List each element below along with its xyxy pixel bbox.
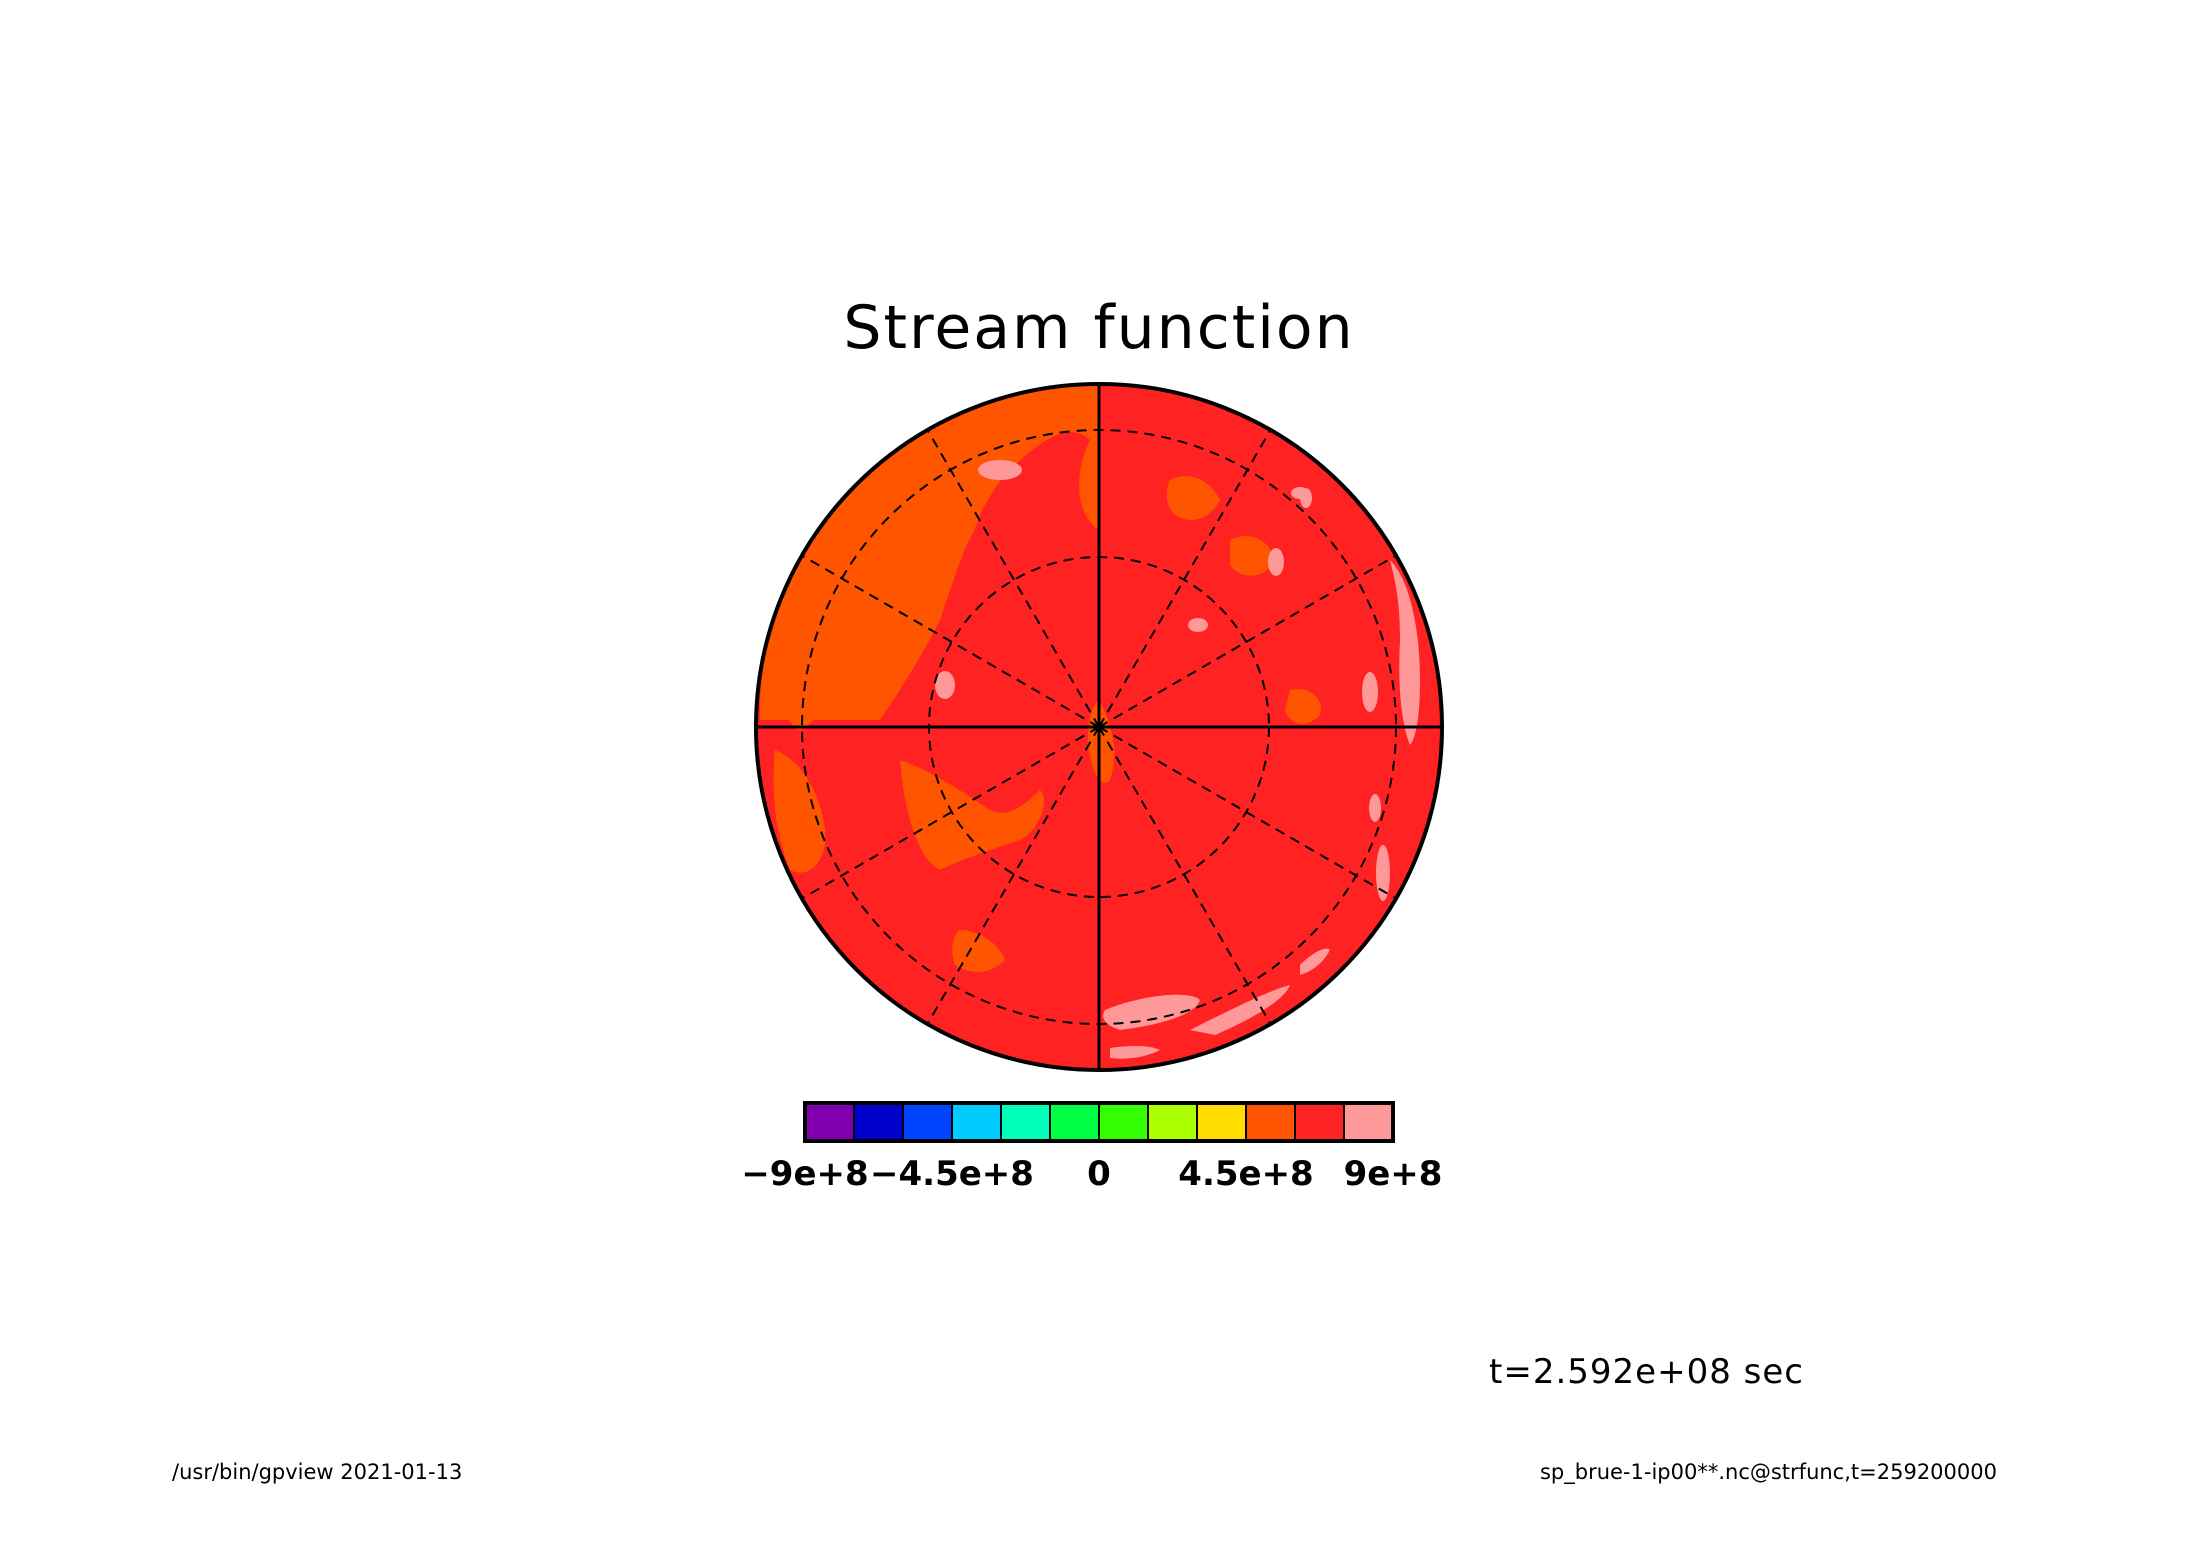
colorbar-segment (804, 1102, 855, 1142)
footer-left: /usr/bin/gpview 2021-01-13 (172, 1460, 462, 1484)
colorbar-segment (1147, 1102, 1198, 1142)
chart-title: Stream function (843, 293, 1354, 363)
colorbar (803, 1101, 1395, 1143)
colorbar-segment (1000, 1102, 1051, 1142)
colorbar-tick-label: −9e+8 (741, 1154, 868, 1194)
time-label: t=2.592e+08 sec (1489, 1352, 1804, 1392)
colorbar-segment (1294, 1102, 1345, 1142)
colorbar-tick-label: 0 (1087, 1154, 1111, 1194)
colorbar-segment (951, 1102, 1002, 1142)
colorbar-segment (1343, 1102, 1394, 1142)
colorbar-segment (853, 1102, 904, 1142)
colorbar-segment (1245, 1102, 1296, 1142)
colorbar-tick-label: 4.5e+8 (1178, 1154, 1313, 1194)
colorbar-segment (1049, 1102, 1100, 1142)
pink-regions (935, 460, 1420, 1059)
colorbar-segment (1098, 1102, 1149, 1142)
colorbar-segment (902, 1102, 953, 1142)
meridian-solid (756, 384, 1442, 1070)
colorbar-frame (803, 1101, 1395, 1143)
meridian-dashed (801, 429, 1397, 1025)
colorbar-segment (1196, 1102, 1247, 1142)
footer-right: sp_brue-1-ip00**.nc@strfunc,t=259200000 (1540, 1460, 1997, 1485)
polar-map (754, 382, 1444, 1072)
colorbar-tick-label: 9e+8 (1344, 1154, 1443, 1194)
colorbar-tick-label: −4.5e+8 (870, 1154, 1034, 1194)
colorbar-tick-labels: −9e+8 −4.5e+8 0 4.5e+8 9e+8 (741, 1154, 1442, 1194)
disc-outline (754, 382, 1444, 1072)
